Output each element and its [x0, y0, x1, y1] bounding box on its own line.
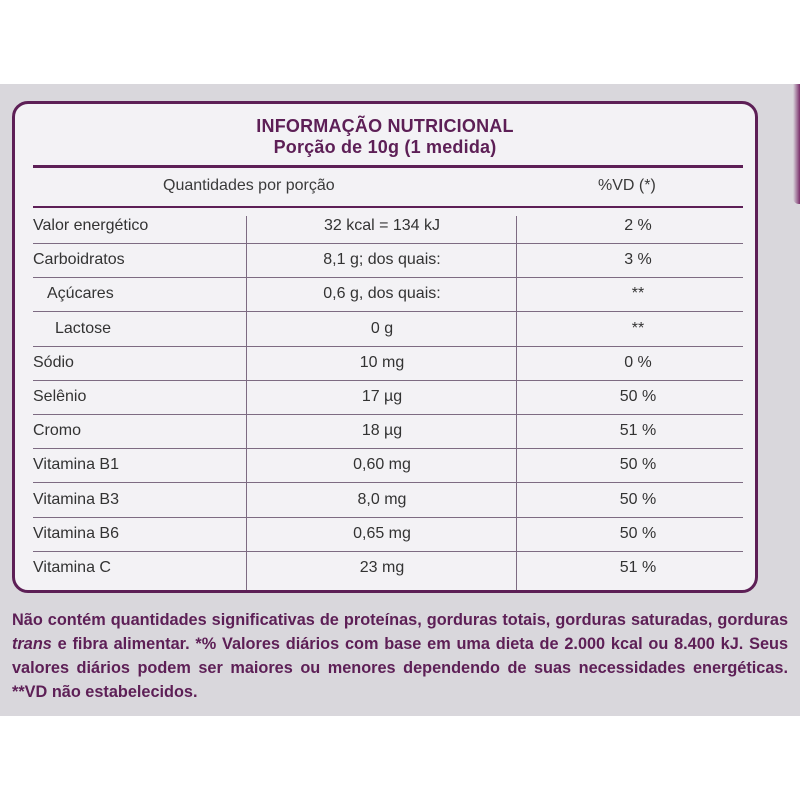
nutrient-vd: 51 %: [619, 559, 657, 576]
footnote: Não contém quantidades significativas de…: [12, 608, 788, 704]
nutrient-name: Açúcares: [47, 285, 114, 303]
nutrient-name: Lactose: [55, 319, 112, 337]
nutrient-vd: 3 %: [624, 251, 652, 269]
table-row: Selênio 17 µg 50 %: [15, 381, 755, 415]
nutrient-vd: 0 %: [624, 353, 652, 371]
nutrient-name: Sódio: [33, 353, 74, 371]
row-divider: [33, 550, 743, 552]
table-row: Vitamina B1 0,60 mg 50 %: [15, 449, 755, 484]
nutrient-vd: 50 %: [619, 524, 657, 542]
nutrient-amount: 10 mg: [359, 353, 405, 371]
vd-column-header: %VD (*): [598, 177, 656, 194]
table-row: Açúcares 0,6 g, dos quais: **: [15, 278, 755, 313]
row-divider: [33, 345, 743, 347]
nutrient-name: Cromo: [33, 422, 82, 440]
table-row: Cromo 18 µg 51 %: [15, 415, 755, 450]
nutrient-amount: 23 mg: [359, 559, 405, 576]
nutrient-vd: **: [631, 319, 645, 337]
row-divider: [33, 243, 743, 244]
nutrient-name: Vitamina B1: [33, 456, 119, 474]
nutrient-amount: 0,65 mg: [353, 524, 411, 542]
row-divider: [33, 311, 743, 313]
package-edge: [793, 84, 800, 204]
row-divider: [33, 482, 743, 484]
nutrient-amount: 0 g: [370, 319, 394, 337]
table-row: Carboidratos 8,1 g; dos quais: 3 %: [15, 244, 755, 279]
column-divider-2: [516, 216, 517, 590]
nutrient-vd: 50 %: [619, 456, 657, 474]
nutrient-name: Valor energético: [33, 217, 149, 234]
nutrient-name: Vitamina B6: [33, 524, 119, 542]
nutrient-vd: 50 %: [619, 490, 657, 508]
nutrient-amount: 8,1 g; dos quais:: [323, 251, 441, 269]
table-row: Vitamina B6 0,65 mg 50 %: [15, 518, 755, 552]
row-divider: [33, 414, 743, 415]
nutrition-table: INFORMAÇÃO NUTRICIONAL Porção de 10g (1 …: [12, 101, 758, 593]
portion-subtitle: Porção de 10g (1 medida): [273, 137, 497, 157]
nutrient-vd: 2 %: [624, 217, 652, 234]
footnote-trans: trans: [12, 635, 52, 653]
table-title: INFORMAÇÃO NUTRICIONAL: [256, 116, 514, 136]
nutrient-amount: 18 µg: [361, 422, 403, 440]
table-row: Lactose 0 g **: [15, 313, 755, 347]
header-divider: [33, 206, 743, 208]
nutrient-vd: 50 %: [619, 388, 657, 405]
row-divider: [33, 379, 743, 381]
table-row: Valor energético 32 kcal = 134 kJ 2 %: [15, 210, 755, 244]
nutrient-amount: 0,6 g, dos quais:: [323, 285, 441, 303]
nutrient-name: Carboidratos: [33, 251, 125, 269]
nutrient-amount: 0,60 mg: [353, 456, 411, 474]
column-divider-1: [246, 216, 247, 590]
row-divider: [33, 516, 743, 518]
nutrient-amount: 8,0 mg: [357, 490, 407, 508]
nutrient-amount: 32 kcal = 134 kJ: [323, 217, 441, 234]
nutrient-name: Selênio: [33, 388, 87, 405]
nutrient-vd: 51 %: [619, 422, 657, 440]
table-row: Vitamina B3 8,0 mg 50 %: [15, 484, 755, 518]
nutrient-vd: **: [631, 285, 645, 303]
nutrient-name: Vitamina B3: [33, 490, 119, 508]
row-divider: [33, 277, 743, 279]
footnote-part2: e fibra alimentar. *% Valores diários co…: [12, 635, 788, 701]
row-divider: [33, 448, 743, 450]
nutrient-name: Vitamina C: [33, 559, 111, 576]
nutrient-amount: 17 µg: [361, 388, 403, 405]
footnote-part1: Não contém quantidades significativas de…: [12, 611, 788, 629]
quantity-column-header: Quantidades por porção: [163, 177, 335, 194]
table-row: Sódio 10 mg 0 %: [15, 347, 755, 381]
table-row: Vitamina C 23 mg 51 %: [15, 552, 755, 586]
title-divider: [33, 165, 743, 168]
